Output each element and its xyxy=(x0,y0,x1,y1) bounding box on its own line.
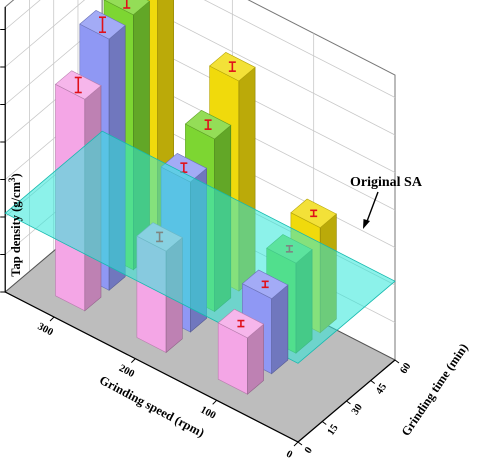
reference-plane xyxy=(4,130,396,364)
z-axis-title: Grinding time (min) xyxy=(399,341,471,439)
time-tick-label: 45 xyxy=(374,382,389,397)
speed-tick-label: 200 xyxy=(117,363,136,380)
speed-tick-label: 0 xyxy=(284,449,294,461)
axis-ticks: 0.000.050.100.150.200.250.300.3501002003… xyxy=(0,28,413,461)
time-tick-label: 0 xyxy=(303,445,315,456)
reference-plane-surface xyxy=(4,130,396,364)
time-tick-label: 60 xyxy=(398,361,413,376)
speed-tick-label: 100 xyxy=(198,405,217,422)
reference-plane-label: Original SA xyxy=(350,175,423,190)
bars-front-layer xyxy=(217,269,289,395)
annotation-arrow xyxy=(363,191,379,229)
time-tick-label: 15 xyxy=(326,423,341,438)
y-axis-title: Tap density (g/cm3) xyxy=(7,173,23,276)
speed-tick-label: 300 xyxy=(36,321,55,338)
grid-line xyxy=(4,0,396,98)
bar xyxy=(217,308,265,395)
time-tick-label: 30 xyxy=(350,402,365,417)
grid-line xyxy=(4,0,396,136)
